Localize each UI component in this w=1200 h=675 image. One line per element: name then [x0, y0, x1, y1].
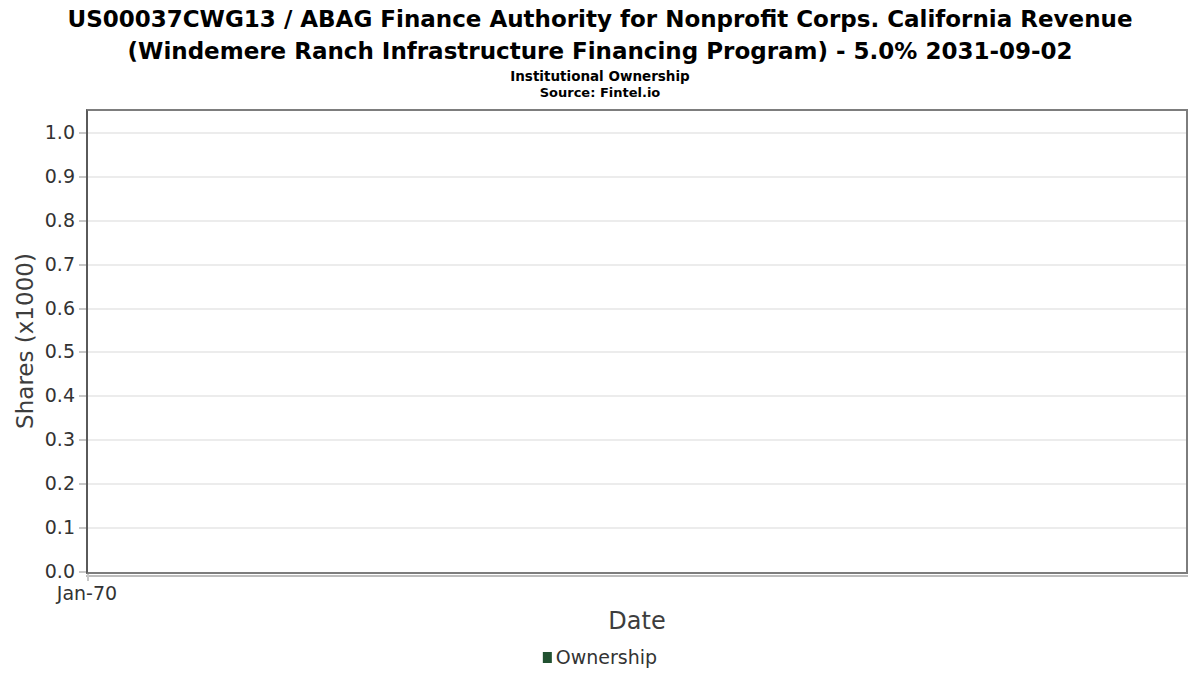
y-tick-mark — [79, 308, 86, 310]
y-axis-title: Shares (x1000) — [12, 253, 38, 429]
y-tick-label: 0.6 — [45, 297, 75, 319]
chart-title: US00037CWG13 / ABAG Finance Authority fo… — [0, 3, 1200, 67]
legend-marker-icon — [543, 652, 552, 663]
chart-title-line2: (Windemere Ranch Infrastructure Financin… — [0, 35, 1200, 67]
y-tick-label: 0.7 — [45, 253, 75, 275]
x-axis-line — [86, 575, 1188, 577]
x-tick-mark — [87, 574, 89, 581]
y-tick-mark — [79, 483, 86, 485]
y-tick-label: 0.9 — [45, 165, 75, 187]
y-gridline — [88, 439, 1186, 441]
y-tick-label: 0.4 — [45, 384, 75, 406]
y-tick-mark — [79, 571, 86, 573]
x-axis-title: Date — [608, 607, 665, 635]
chart-subtitle: Institutional Ownership — [0, 68, 1200, 84]
y-gridline — [88, 176, 1186, 178]
y-tick-mark — [79, 439, 86, 441]
legend-item-ownership[interactable]: Ownership — [543, 646, 657, 668]
y-gridline — [88, 220, 1186, 222]
y-tick-label: 0.0 — [45, 560, 75, 582]
y-tick-label: 0.1 — [45, 516, 75, 538]
y-gridline — [88, 351, 1186, 353]
y-tick-mark — [79, 132, 86, 134]
y-tick-mark — [79, 527, 86, 529]
plot-area: 0.00.10.20.30.40.50.60.70.80.91.0 — [86, 109, 1188, 574]
y-tick-label: 0.8 — [45, 209, 75, 231]
legend: Ownership — [543, 646, 657, 668]
legend-item-label: Ownership — [556, 646, 657, 668]
y-tick-label: 0.5 — [45, 340, 75, 362]
chart-title-line1: US00037CWG13 / ABAG Finance Authority fo… — [0, 3, 1200, 35]
chart-canvas: US00037CWG13 / ABAG Finance Authority fo… — [0, 0, 1200, 675]
y-gridline — [88, 308, 1186, 310]
y-gridline — [88, 132, 1186, 134]
y-tick-label: 0.3 — [45, 428, 75, 450]
y-gridline — [88, 483, 1186, 485]
y-gridline — [88, 264, 1186, 266]
chart-source-label: Source: Fintel.io — [0, 85, 1200, 100]
y-tick-mark — [79, 351, 86, 353]
y-gridline — [88, 527, 1186, 529]
y-tick-mark — [79, 220, 86, 222]
x-tick-label: Jan-70 — [57, 582, 117, 604]
y-gridline — [88, 395, 1186, 397]
y-tick-label: 1.0 — [45, 121, 75, 143]
y-tick-mark — [79, 264, 86, 266]
y-tick-mark — [79, 395, 86, 397]
y-tick-mark — [79, 176, 86, 178]
y-tick-label: 0.2 — [45, 472, 75, 494]
